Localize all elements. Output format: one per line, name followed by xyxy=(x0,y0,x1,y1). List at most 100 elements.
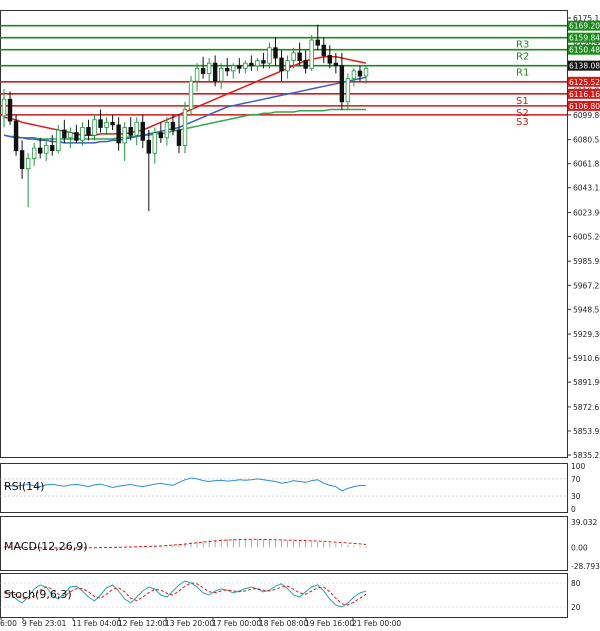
candle-body xyxy=(200,67,206,74)
rsi-tick-label: 30 xyxy=(571,492,581,501)
candle-body xyxy=(315,39,320,46)
candle-body xyxy=(170,121,176,131)
price-tag xyxy=(568,88,600,99)
pivot-name-r1: R1 xyxy=(516,68,529,79)
price-tick-label: 6061.85 xyxy=(573,160,600,169)
candle-body xyxy=(122,127,127,144)
candle-body xyxy=(98,119,103,128)
candle-body xyxy=(152,132,158,154)
candle-body xyxy=(19,150,25,170)
price-tick-label: 5929.30 xyxy=(573,330,600,339)
x-tick-label: 13 Feb 20:00 xyxy=(165,619,214,628)
candle-body xyxy=(273,47,278,59)
candle-body xyxy=(339,65,345,103)
price-tick-label: 6043.15 xyxy=(573,184,600,193)
price-tag-label: 6125.52 xyxy=(569,78,600,87)
candle-body xyxy=(37,147,43,154)
price-tick-label: 5891.90 xyxy=(573,378,600,387)
candle-body xyxy=(261,60,266,64)
candle-body xyxy=(333,62,339,67)
candle-body xyxy=(128,127,133,136)
candle-body xyxy=(116,124,121,144)
candle-body xyxy=(363,67,369,77)
current-price-label: 6138.08 xyxy=(569,62,600,71)
candle-body xyxy=(92,119,97,136)
price-tag-label: 6116.16 xyxy=(569,90,600,99)
candle-body xyxy=(140,121,145,141)
stoch-tick-label: 80 xyxy=(571,579,581,588)
price-tick-label: 5853.95 xyxy=(573,427,600,436)
stoch-title: Stoch(9,6,3) xyxy=(4,588,72,601)
candle-body xyxy=(188,80,194,110)
candle-body xyxy=(243,62,248,69)
macd-tick-label: 39.032 xyxy=(571,518,597,527)
rsi-title: RSI(14) xyxy=(4,480,44,493)
x-tick-label: 21 Feb 00:00 xyxy=(352,619,401,628)
price-tag xyxy=(568,44,600,55)
macd-tick-label: 0.00 xyxy=(571,543,588,552)
price-tick-label: 5985.95 xyxy=(573,257,600,266)
candle-body xyxy=(44,145,49,154)
pivot-name-r3: R3 xyxy=(516,40,529,51)
candle-body xyxy=(327,55,333,64)
candle-body xyxy=(225,67,230,72)
rsi-line xyxy=(3,477,367,492)
candle-body xyxy=(297,52,302,62)
candle-body xyxy=(249,62,254,67)
x-tick-label: 18 Feb 08:00 xyxy=(259,619,308,628)
candle-body xyxy=(25,157,31,170)
price-tag xyxy=(568,100,600,111)
price-tag xyxy=(568,76,600,87)
candle-body xyxy=(146,139,152,154)
price-tick-label: 5872.65 xyxy=(573,403,600,412)
x-tick-label: 19 Feb 16:00 xyxy=(305,619,354,628)
candle-body xyxy=(291,52,296,62)
candle-body xyxy=(212,62,218,82)
candle-body xyxy=(255,60,260,67)
pivot-name-s1: S1 xyxy=(516,96,529,107)
candle-body xyxy=(158,132,164,139)
candle-body xyxy=(285,60,290,72)
price-tick-label: 5948.55 xyxy=(573,305,600,314)
price-tag xyxy=(568,20,600,31)
price-tag-label: 6150.48 xyxy=(569,46,600,55)
candle-body xyxy=(110,121,115,126)
panel-frame-1 xyxy=(0,463,568,513)
price-tick-label: 6175.15 xyxy=(573,14,600,23)
candle-body xyxy=(74,132,79,141)
candle-body xyxy=(80,127,85,141)
stoch-k-line xyxy=(3,580,367,608)
pivot-name-s2: S2 xyxy=(516,108,529,119)
candle-body xyxy=(218,67,224,82)
candle-body xyxy=(309,39,314,69)
candle-body xyxy=(7,98,13,122)
price-tick-label: 5910.60 xyxy=(573,354,600,363)
candle-body xyxy=(104,121,109,128)
panel-frame-0 xyxy=(0,10,568,458)
candle-body xyxy=(279,57,284,72)
rsi-tick-label: 0 xyxy=(571,505,576,514)
x-tick-label: 6:00 xyxy=(0,619,17,628)
macd-title: MACD(12,26,9) xyxy=(4,540,88,553)
candle-body xyxy=(206,62,212,74)
macd-tick-label: -28.793 xyxy=(571,562,600,571)
candle-body xyxy=(13,120,19,152)
candle-body xyxy=(357,70,363,77)
price-tag xyxy=(568,32,600,43)
x-tick-label: 11 Feb 04:00 xyxy=(72,619,121,628)
x-tick-label: 9 Feb 23:01 xyxy=(22,619,67,628)
candle-body xyxy=(31,147,37,159)
price-tick-label: 6080.55 xyxy=(573,136,600,145)
candle-body xyxy=(351,70,357,80)
panel-frame-2 xyxy=(0,516,568,571)
macd-signal-line xyxy=(3,538,367,549)
rsi-tick-label: 100 xyxy=(571,462,586,471)
candle-body xyxy=(194,67,200,82)
candle-body xyxy=(1,98,7,117)
candle-body xyxy=(176,129,182,146)
price-tick-label: 6023.90 xyxy=(573,208,600,217)
price-tag-label: 6106.80 xyxy=(569,102,600,111)
stoch-tick-label: 20 xyxy=(571,603,581,612)
panel-frame-3 xyxy=(0,573,568,618)
